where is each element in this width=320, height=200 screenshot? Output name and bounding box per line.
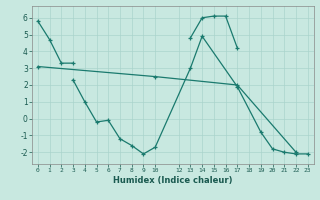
X-axis label: Humidex (Indice chaleur): Humidex (Indice chaleur): [113, 176, 233, 185]
